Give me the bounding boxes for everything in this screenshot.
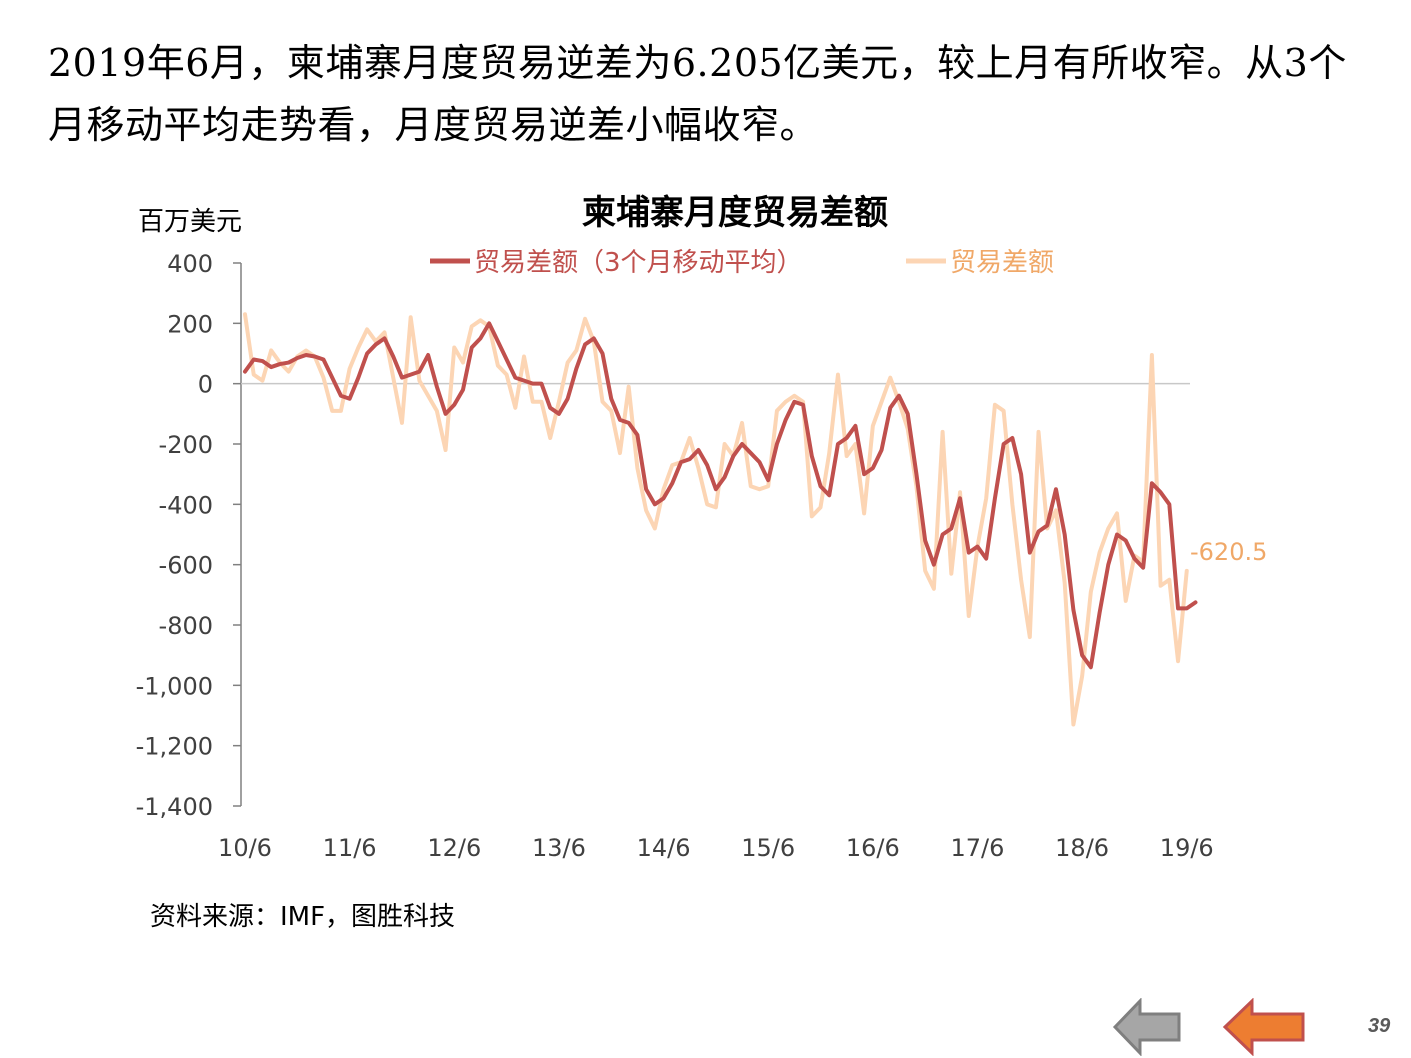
source-note: 资料来源：IMF，图胜科技 — [150, 902, 456, 932]
left-arrow-icon — [1112, 998, 1181, 1056]
y-tick-label: -400 — [159, 491, 213, 519]
y-tick-label: 200 — [167, 310, 213, 338]
y-tick-label: -1,200 — [136, 733, 213, 761]
page-number: 39 — [1368, 1015, 1391, 1037]
legend-label-trade-balance: 贸易差额 — [950, 248, 1054, 278]
y-tick-label: -600 — [159, 552, 213, 580]
y-tick-label: 400 — [167, 250, 213, 278]
x-tick-label: 11/6 — [323, 834, 377, 862]
headline-line-2: 月移动平均走势看，月度贸易逆差小幅收窄。 — [48, 103, 819, 147]
y-axis: 400 200 0 -200 -400 -600 -800 -1,000 -1,200 -1,40… — [136, 250, 1190, 821]
x-tick-label: 16/6 — [846, 834, 900, 862]
x-tick-label: 19/6 — [1160, 834, 1214, 862]
x-tick-label: 10/6 — [218, 834, 272, 862]
left-arrow-icon — [1222, 998, 1305, 1056]
last-value-label: -620.5 — [1190, 538, 1267, 566]
x-tick-label: 17/6 — [951, 834, 1005, 862]
y-tick-label: -800 — [159, 612, 213, 640]
y-tick-label: -200 — [159, 431, 213, 459]
y-tick-label: -1,400 — [136, 793, 213, 821]
y-tick-label: 0 — [198, 371, 213, 399]
series-layer — [243, 312, 1198, 727]
x-tick-label: 18/6 — [1055, 834, 1109, 862]
y-tick-label: -1,000 — [136, 672, 213, 700]
trade-balance-chart: 柬埔寨月度贸易差额 百万美元 贸易差额（3个月移动平均） 贸易差额 400 200… — [136, 193, 1268, 862]
next-page-button[interactable] — [1222, 998, 1308, 1056]
chart-legend: 贸易差额（3个月移动平均） 贸易差额 — [430, 248, 1054, 278]
series-line-moving-average — [243, 321, 1198, 670]
x-tick-label: 14/6 — [637, 834, 691, 862]
x-tick-label: 12/6 — [427, 834, 481, 862]
previous-page-button[interactable] — [1112, 998, 1184, 1056]
legend-label-moving-average: 贸易差额（3个月移动平均） — [474, 248, 803, 278]
chart-title: 柬埔寨月度贸易差额 — [582, 193, 888, 233]
headline-line-1: 2019年6月，柬埔寨月度贸易逆差为6.205亿美元，较上月有所收窄。从3个 — [48, 41, 1347, 85]
x-tick-label: 13/6 — [532, 834, 586, 862]
x-axis: 10/6 11/6 12/6 13/6 14/6 15/6 16/6 17/6 18/6 19/6 — [218, 834, 1214, 862]
series-line-trade-balance — [243, 312, 1189, 727]
y-axis-unit-label: 百万美元 — [138, 207, 242, 237]
headline: 2019年6月，柬埔寨月度贸易逆差为6.205亿美元，较上月有所收窄。从3个 月… — [48, 32, 1368, 156]
x-tick-label: 15/6 — [741, 834, 795, 862]
